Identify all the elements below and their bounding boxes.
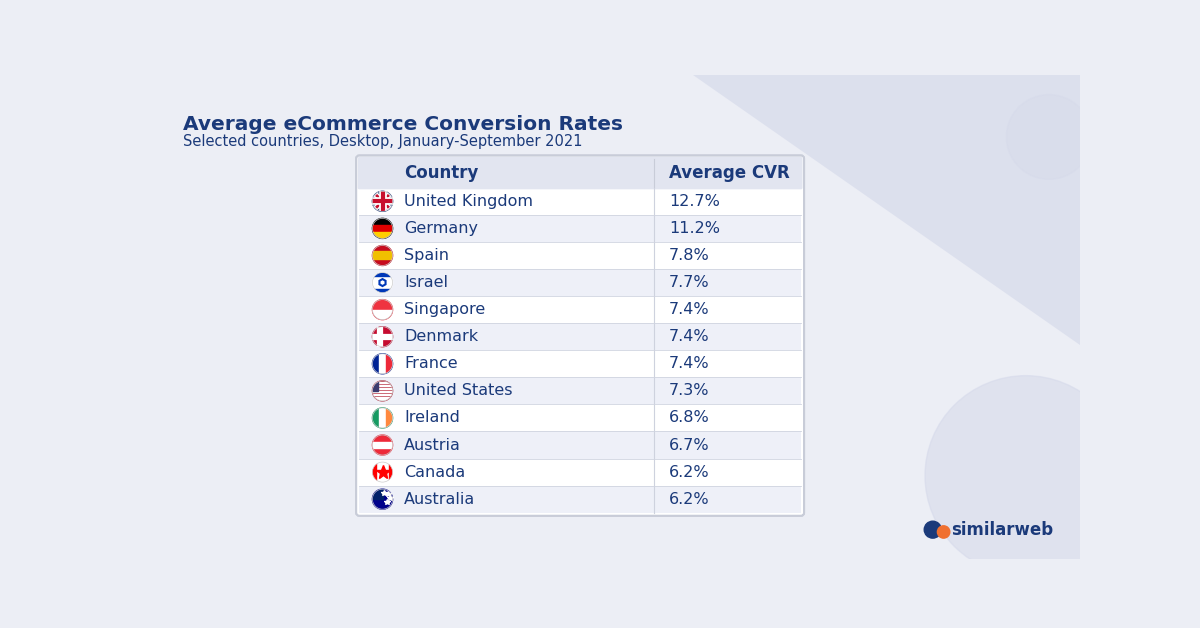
Text: Ireland: Ireland — [404, 411, 460, 425]
Text: Denmark: Denmark — [404, 329, 479, 344]
FancyBboxPatch shape — [356, 156, 804, 516]
Text: 6.2%: 6.2% — [670, 492, 710, 507]
Circle shape — [937, 526, 950, 538]
Circle shape — [372, 246, 392, 266]
Bar — [359, 323, 802, 350]
Text: France: France — [404, 356, 458, 371]
Polygon shape — [786, 75, 1080, 229]
Text: similarweb: similarweb — [952, 521, 1054, 539]
Circle shape — [924, 521, 941, 538]
Circle shape — [372, 435, 392, 455]
Text: Israel: Israel — [404, 275, 449, 290]
Bar — [359, 485, 802, 512]
Bar — [379, 354, 392, 374]
Bar — [359, 377, 802, 404]
Bar — [372, 289, 392, 293]
Circle shape — [372, 489, 392, 509]
Text: Selected countries, Desktop, January-September 2021: Selected countries, Desktop, January-Sep… — [182, 134, 582, 149]
Text: 7.8%: 7.8% — [670, 248, 710, 263]
Circle shape — [372, 192, 392, 212]
Text: 7.7%: 7.7% — [670, 275, 710, 290]
Bar — [379, 408, 392, 428]
Text: Spain: Spain — [404, 248, 449, 263]
Bar — [359, 269, 802, 296]
Bar — [372, 394, 392, 396]
Circle shape — [372, 219, 392, 239]
Bar — [372, 251, 392, 259]
Text: Germany: Germany — [404, 221, 479, 236]
Text: 6.2%: 6.2% — [670, 465, 710, 480]
Bar — [372, 385, 392, 386]
Bar — [372, 232, 392, 239]
Text: Country: Country — [404, 164, 479, 182]
Bar — [372, 382, 392, 383]
Text: Singapore: Singapore — [404, 302, 486, 317]
Bar — [372, 387, 392, 389]
FancyBboxPatch shape — [358, 157, 803, 189]
Polygon shape — [692, 75, 1080, 345]
Bar — [372, 391, 392, 392]
Bar — [372, 441, 392, 448]
Circle shape — [372, 273, 392, 293]
Bar — [372, 381, 378, 391]
Circle shape — [372, 381, 392, 401]
Circle shape — [372, 354, 392, 374]
Text: 6.7%: 6.7% — [670, 438, 710, 453]
Text: 12.7%: 12.7% — [670, 194, 720, 209]
Bar — [389, 462, 394, 482]
Text: 11.2%: 11.2% — [670, 221, 720, 236]
Bar — [372, 225, 392, 232]
Text: Canada: Canada — [404, 465, 466, 480]
Circle shape — [372, 408, 392, 428]
Text: 7.4%: 7.4% — [670, 356, 710, 371]
Bar — [372, 489, 383, 499]
Bar — [372, 219, 392, 225]
Bar — [359, 215, 802, 242]
Bar — [372, 400, 392, 402]
Text: Average eCommerce Conversion Rates: Average eCommerce Conversion Rates — [182, 116, 623, 134]
Circle shape — [372, 462, 392, 482]
Circle shape — [1007, 95, 1092, 180]
Circle shape — [372, 300, 392, 320]
Circle shape — [925, 376, 1127, 576]
Text: 7.3%: 7.3% — [670, 383, 709, 398]
Text: Average CVR: Average CVR — [670, 164, 790, 182]
Bar — [359, 431, 802, 458]
Text: 6.8%: 6.8% — [670, 411, 710, 425]
Bar — [386, 354, 394, 374]
Bar — [372, 397, 392, 399]
Text: 7.4%: 7.4% — [670, 302, 710, 317]
Bar — [372, 462, 376, 482]
Bar — [386, 408, 394, 428]
Circle shape — [372, 327, 392, 347]
Bar — [372, 273, 392, 276]
Text: United Kingdom: United Kingdom — [404, 194, 533, 209]
Text: 7.4%: 7.4% — [670, 329, 710, 344]
Text: Austria: Austria — [404, 438, 461, 453]
Text: United States: United States — [404, 383, 512, 398]
Bar — [372, 310, 392, 320]
Text: Australia: Australia — [404, 492, 475, 507]
